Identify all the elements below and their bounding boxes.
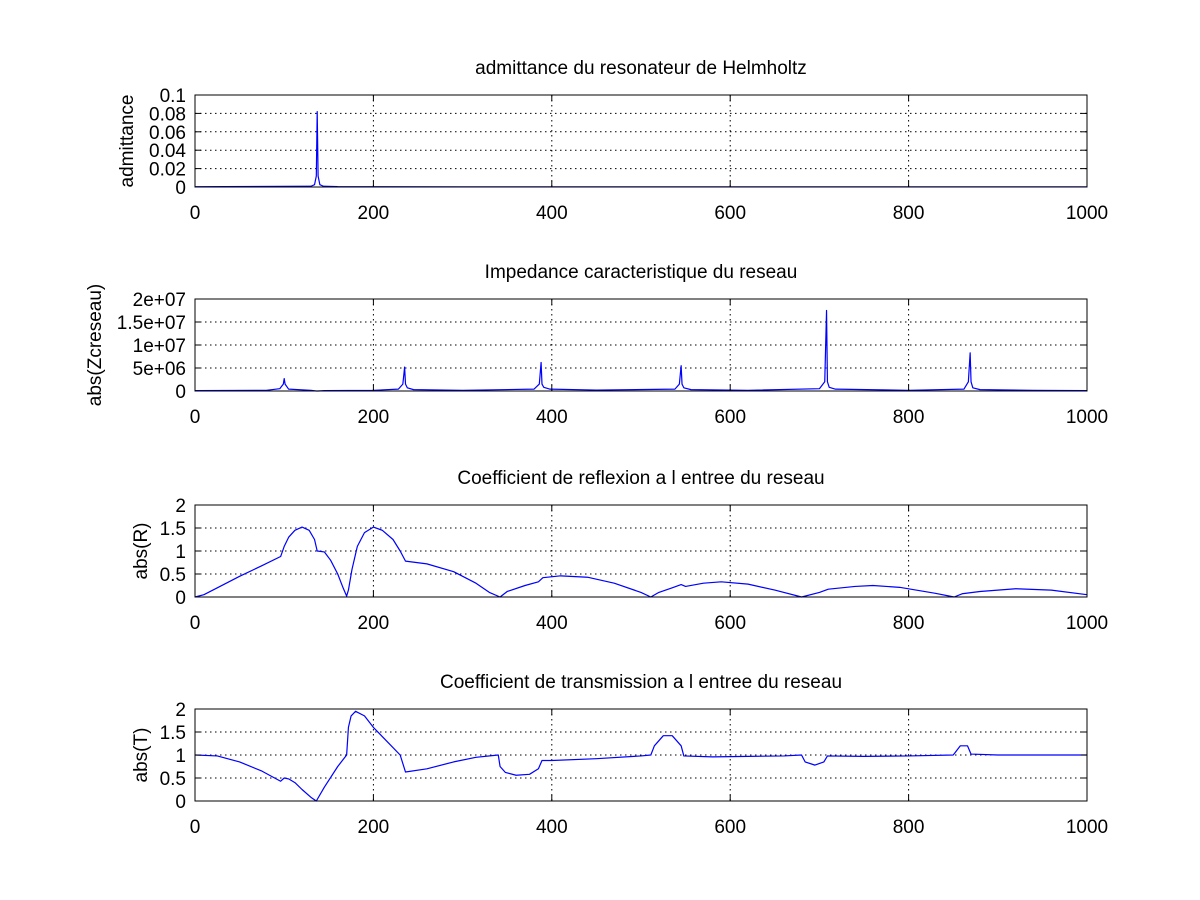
chart-4-y-tick-label: 1.5 <box>160 723 186 744</box>
chart-1-y-tick-label: 0 <box>175 178 186 199</box>
chart-1-x-tick-label: 400 <box>536 203 568 224</box>
chart-4-y-tick-label: 1 <box>175 746 186 767</box>
chart-2-y-tick-label: 1.5e+07 <box>117 313 186 334</box>
chart-2-x-tick-label: 400 <box>536 407 568 428</box>
chart-3-x-tick-label: 600 <box>714 613 746 634</box>
chart-1-y-tick-label: 0.02 <box>149 160 186 181</box>
chart-3-title: Coefficient de reflexion a l entree du r… <box>457 468 824 489</box>
chart-4-x-tick-label: 0 <box>190 817 201 838</box>
chart-1-y-tick-label: 0.1 <box>160 86 186 107</box>
chart-3-series-line <box>194 526 1088 598</box>
chart-4-x-tick-label: 1000 <box>1066 817 1108 838</box>
chart-4-x-tick-label: 600 <box>714 817 746 838</box>
chart-3-y-tick-label: 1 <box>175 542 186 563</box>
chart-2-x-tick-label: 0 <box>190 407 201 428</box>
chart-4-x-tick-label: 800 <box>893 817 925 838</box>
chart-1-y-tick-label: 0.04 <box>149 141 186 162</box>
chart-4-x-tick-label: 200 <box>358 817 390 838</box>
chart-3-x-tick-label: 1000 <box>1066 613 1108 634</box>
chart-4-y-tick-label: 0 <box>175 792 186 813</box>
chart-1-y-tick-label: 0.08 <box>149 104 186 125</box>
chart-4-y-tick-label: 2 <box>175 700 186 721</box>
chart-1-y-tick-label: 0.06 <box>149 123 186 144</box>
chart-2: Impedance caracteristique du reseau 0 200 4… <box>85 262 1108 428</box>
chart-3-y-tick-label: 0 <box>175 588 186 609</box>
chart-4-y-tick-label: 0.5 <box>160 769 186 790</box>
chart-3-y-tick-label: 0.5 <box>160 565 186 586</box>
chart-3-x-tick-label: 200 <box>358 613 390 634</box>
chart-4-y-axis-label: abs(T) <box>131 728 152 783</box>
chart-2-x-tick-label: 800 <box>893 407 925 428</box>
chart-1-x-tick-label: 0 <box>190 203 201 224</box>
chart-2-x-tick-label: 600 <box>714 407 746 428</box>
chart-3: Coefficient de reflexion a l entree du r… <box>131 468 1108 634</box>
chart-2-x-tick-label: 1000 <box>1066 407 1108 428</box>
chart-2-x-tick-label: 200 <box>358 407 390 428</box>
chart-2-y-tick-label: 2e+07 <box>133 290 186 311</box>
chart-2-y-axis-label: abs(Zcreseau) <box>85 284 106 407</box>
chart-4-x-tick-label: 400 <box>536 817 568 838</box>
chart-1-axes-frame <box>194 94 1088 188</box>
chart-1-x-tick-label: 600 <box>714 203 746 224</box>
chart-3-x-tick-label: 800 <box>893 613 925 634</box>
chart-2-y-tick-label: 0 <box>175 382 186 403</box>
chart-1: admittance du resonateur de Helmholtz 0 20… <box>117 58 1108 224</box>
chart-1-x-tick-label: 1000 <box>1066 203 1108 224</box>
chart-1-y-axis-label: admittance <box>117 95 138 188</box>
chart-3-x-tick-label: 400 <box>536 613 568 634</box>
chart-4-title: Coefficient de transmission a l entree d… <box>440 672 842 693</box>
chart-2-y-tick-label: 5e+06 <box>133 359 186 380</box>
chart-1-title: admittance du resonateur de Helmholtz <box>475 58 807 79</box>
chart-4-series-line <box>194 710 1087 802</box>
chart-2-y-tick-label: 1e+07 <box>133 336 186 357</box>
chart-1-x-tick-label: 200 <box>358 203 390 224</box>
chart-3-y-tick-label: 1.5 <box>160 519 186 540</box>
chart-3-y-axis-label: abs(R) <box>131 522 152 579</box>
chart-3-y-tick-label: 2 <box>175 496 186 517</box>
chart-2-title: Impedance caracteristique du reseau <box>485 262 798 283</box>
chart-4: Coefficient de transmission a l entree d… <box>131 672 1108 838</box>
chart-3-x-tick-label: 0 <box>190 613 201 634</box>
chart-1-x-tick-label: 800 <box>893 203 925 224</box>
